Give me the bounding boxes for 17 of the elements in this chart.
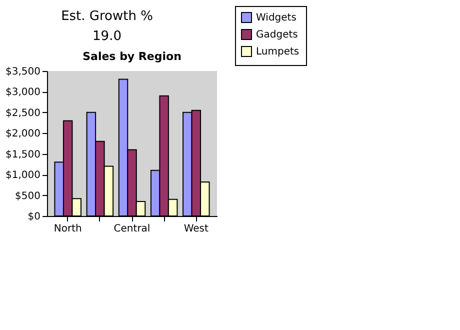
x-tick-label: West <box>184 224 209 234</box>
legend-label: Lumpets <box>256 46 300 58</box>
x-tick-label: North <box>54 224 82 234</box>
y-tick-label: $2,000 <box>6 128 40 140</box>
legend-label: Gadgets <box>256 30 298 40</box>
legend-label: Widgets <box>256 12 296 24</box>
text: Est. Growth % <box>61 9 153 24</box>
chart-title: Sales by Region <box>82 50 182 63</box>
y-tick-label: $3,000 <box>6 87 40 98</box>
y-tick-label: $1,000 <box>6 170 40 182</box>
y-tick-label: $1,500 <box>6 149 40 160</box>
x-tick-label: Central <box>114 224 150 234</box>
y-tick-label: $2,500 <box>6 108 40 119</box>
y-tick-label: $500 <box>15 190 40 202</box>
y-tick-label: $3,500 <box>6 66 40 78</box>
y-tick-label: $0 <box>28 212 40 222</box>
text: 19.0 <box>92 29 122 44</box>
